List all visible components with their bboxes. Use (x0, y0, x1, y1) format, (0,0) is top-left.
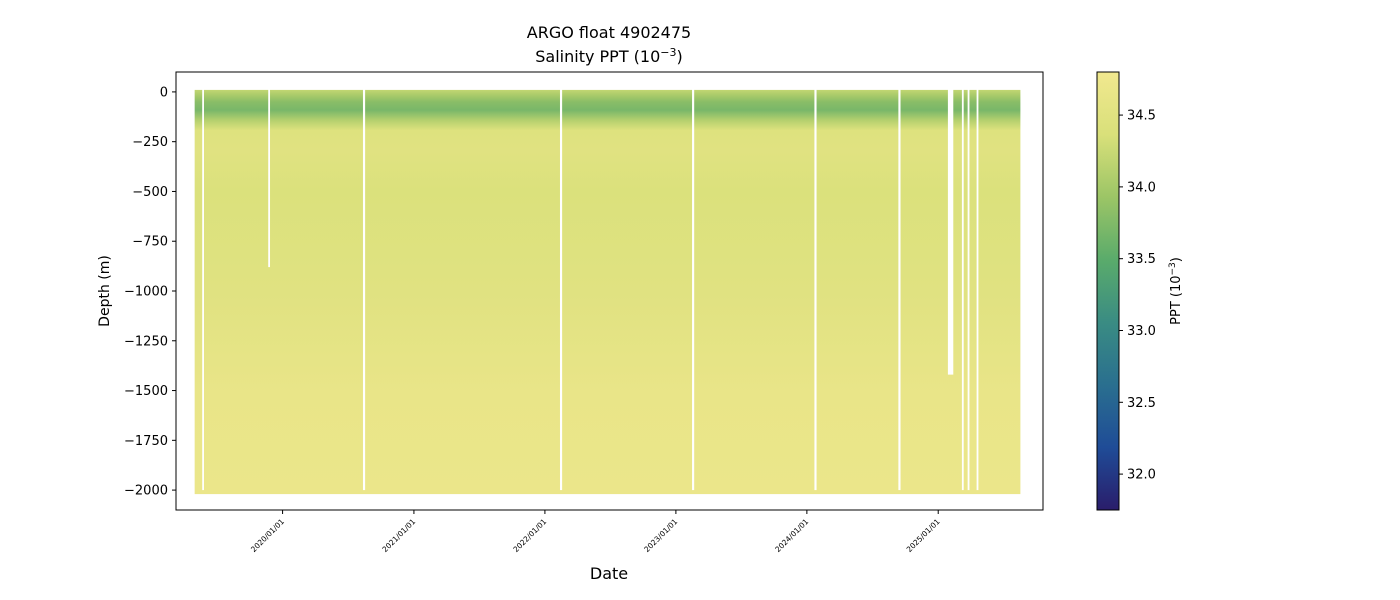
data-gap (202, 87, 204, 491)
y-tick-label: −500 (132, 185, 168, 200)
data-gap (268, 87, 271, 268)
data-gap (961, 87, 964, 491)
data-gap (814, 87, 817, 491)
data-gap (362, 87, 366, 491)
salinity-field (194, 89, 1021, 495)
y-axis-label: Depth (m) (97, 255, 113, 327)
y-tick-label: −250 (132, 135, 168, 150)
y-tick-label: −750 (132, 235, 168, 250)
chart-title: ARGO float 4902475 (527, 23, 691, 42)
colorbar-tick-label: 32.5 (1127, 396, 1156, 411)
data-gap (947, 87, 954, 375)
data-gap (692, 87, 695, 491)
colorbar-tick-label: 32.0 (1127, 468, 1156, 483)
y-tick-label: −1000 (124, 285, 168, 300)
colorbar-tick-label: 34.0 (1127, 180, 1156, 195)
x-tick-label: 2020/01/01 (249, 517, 286, 554)
data-gap (967, 87, 970, 491)
y-tick-label: −1750 (124, 434, 168, 449)
x-axis-label: Date (590, 564, 628, 583)
x-axis: 2020/01/01 2021/01/01 2022/01/01 2023/01/01… (249, 510, 942, 554)
data-gap (976, 87, 979, 491)
data-gaps (202, 87, 979, 491)
colorbar-tick-label: 33.0 (1127, 324, 1156, 339)
x-tick-label: 2022/01/01 (511, 517, 548, 554)
data-gap (898, 87, 901, 491)
x-tick-label: 2021/01/01 (380, 517, 417, 554)
colorbar-tick-label: 34.5 (1127, 109, 1156, 124)
x-tick-label: 2023/01/01 (642, 517, 679, 554)
plot-area (194, 89, 1021, 495)
colorbar (1096, 71, 1120, 511)
y-tick-label: 0 (160, 85, 168, 100)
colorbar-axis: 32.0 32.5 33.0 33.5 34.0 34.5 (1119, 109, 1156, 483)
chart-subtitle: Salinity PPT (10−3) (535, 46, 683, 66)
y-axis: 0 −250 −500 −750 −1000 −1250 −1500 −1750 −2000 (124, 85, 176, 499)
y-tick-label: −1500 (124, 384, 168, 399)
colorbar-tick-label: 33.5 (1127, 252, 1156, 267)
y-tick-label: −2000 (124, 484, 168, 499)
x-tick-label: 2024/01/01 (773, 517, 810, 554)
y-tick-label: −1250 (124, 334, 168, 349)
data-gap (559, 87, 563, 491)
x-tick-label: 2025/01/01 (905, 517, 942, 554)
colorbar-label: PPT (10−3) (1168, 257, 1184, 325)
